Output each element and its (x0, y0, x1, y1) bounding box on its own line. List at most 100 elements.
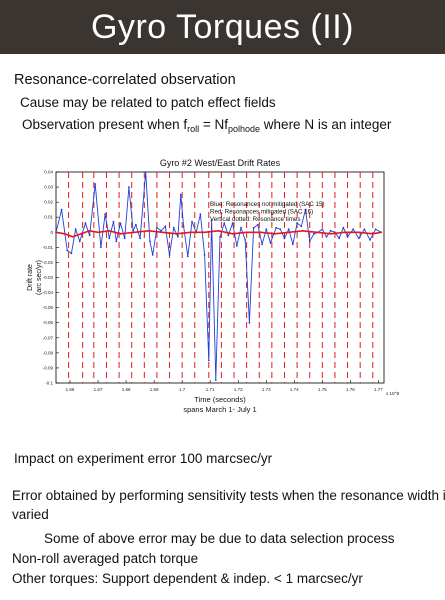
bullet-cause: Cause may be related to patch effect fie… (20, 95, 276, 110)
red-series-point (55, 231, 57, 234)
y-tick-label: -0.02 (43, 260, 54, 265)
y-tick-label: -0.08 (43, 350, 54, 355)
red-series-point (63, 232, 66, 235)
red-series-point (245, 231, 248, 234)
blue-series-point (132, 229, 134, 232)
red-series-point (357, 231, 360, 234)
blue-series-point (94, 183, 97, 185)
red-series-point (371, 232, 374, 235)
blue-series-point (329, 229, 332, 232)
y-tick-label: -0.05 (43, 305, 54, 310)
blue-series-point (244, 238, 247, 241)
red-series-point (217, 229, 220, 232)
blue-series-point (357, 237, 360, 240)
data-selection-note: Some of above error may be due to data s… (44, 531, 395, 546)
blue-series-point (304, 208, 307, 211)
blue-series-point (321, 228, 324, 231)
y-tick-label: 0.04 (44, 170, 53, 175)
red-series-point (147, 229, 150, 232)
red-series-point (133, 231, 136, 234)
blue-series-point (168, 253, 171, 256)
blue-series-point (219, 235, 221, 238)
blue-series-point (227, 234, 230, 237)
blue-series-point (291, 243, 294, 246)
blue-series-point (240, 226, 242, 229)
blue-series-point (342, 226, 345, 229)
red-series-point (315, 231, 318, 234)
blue-series-point (151, 253, 154, 256)
blue-series-point (346, 235, 349, 238)
blue-series-point (112, 220, 115, 223)
blue-series-point (313, 232, 315, 235)
red-series-point (97, 231, 99, 234)
blue-series-point (139, 237, 142, 240)
x-tick-label: 1.66 (66, 387, 75, 392)
x-tick-label: 1.69 (150, 387, 159, 392)
bullet-observation-post: where N is an integer (260, 117, 392, 132)
red-series-point (119, 232, 122, 235)
blue-series-point (74, 228, 77, 231)
blue-series-point (108, 237, 111, 240)
x-tick-label: 1.68 (122, 387, 131, 392)
y-tick-label: 0.02 (44, 200, 53, 205)
impact-text: Impact on experiment error 100 marcsec/y… (14, 451, 273, 466)
blue-series-point (104, 213, 106, 216)
error-text-line-2: varied (12, 507, 49, 522)
blue-series-point (164, 225, 167, 228)
blue-series-point (115, 240, 118, 243)
blue-series-point (88, 234, 91, 237)
blue-series-point (84, 222, 87, 225)
x-axis-label-span: spans March 1- July 1 (183, 405, 256, 414)
x-tick-label: 1.74 (290, 387, 299, 392)
blue-series-point (338, 237, 341, 240)
blue-series-point (144, 171, 147, 173)
blue-series-point (60, 208, 63, 211)
red-series-point (203, 231, 206, 234)
blue-series-point (199, 213, 202, 216)
blue-series-point (99, 246, 102, 249)
blue-series-point (182, 225, 185, 228)
plot-area (55, 171, 385, 384)
blue-series-point (149, 240, 151, 243)
red-series-point (80, 232, 83, 235)
chart-title: Gyro #2 West/East Drift Rates (160, 158, 281, 168)
y-tick-label: 0 (50, 230, 53, 235)
y-tick-label: -0.06 (43, 320, 54, 325)
x-tick-label: 1.76 (346, 387, 355, 392)
nonroll-torque-text: Non-roll averaged patch torque (12, 551, 199, 566)
y-tick-label: 0.03 (44, 185, 53, 190)
bullet-observation: Observation present when froll = Nfpolho… (22, 117, 391, 134)
blue-series-point (172, 226, 175, 229)
error-text-line-1: Error obtained by performing sensitivity… (12, 488, 445, 503)
y-axis-label-units: (arc sec/yr) (36, 260, 43, 295)
blue-series-point (352, 228, 355, 231)
x-tick-label: 1.7 (179, 387, 186, 392)
red-series-point (287, 231, 290, 234)
blue-series-point (283, 237, 286, 240)
blue-series-point (210, 219, 213, 222)
x-tick-label: 1.73 (262, 387, 271, 392)
blue-series-point (287, 228, 290, 231)
blue-series-point (269, 241, 272, 244)
x-tick-label: 1.75 (318, 387, 327, 392)
x-exponent-label: x 10^8 (386, 391, 400, 396)
x-axis-label: Time (seconds) (194, 395, 246, 404)
legend-entry: Vertical dotted: Resonance times (210, 216, 300, 223)
red-series-point (301, 229, 304, 232)
red-series-point (161, 231, 164, 234)
blue-series-point (265, 228, 268, 231)
red-series-point (189, 231, 192, 234)
blue-series-point (186, 255, 189, 258)
x-tick-label: 1.71 (206, 387, 215, 392)
blue-series-point (179, 193, 182, 196)
blue-series-point (235, 244, 238, 247)
red-series-point (108, 229, 111, 232)
x-tick-label: 1.67 (94, 387, 103, 392)
blue-series-point (214, 379, 217, 381)
blue-series-point (275, 226, 277, 229)
red-series-point (343, 231, 346, 234)
blue-series-point (256, 223, 259, 226)
blue-series-point (191, 220, 193, 223)
blue-series-point (369, 238, 371, 241)
blue-series-point (308, 240, 311, 243)
